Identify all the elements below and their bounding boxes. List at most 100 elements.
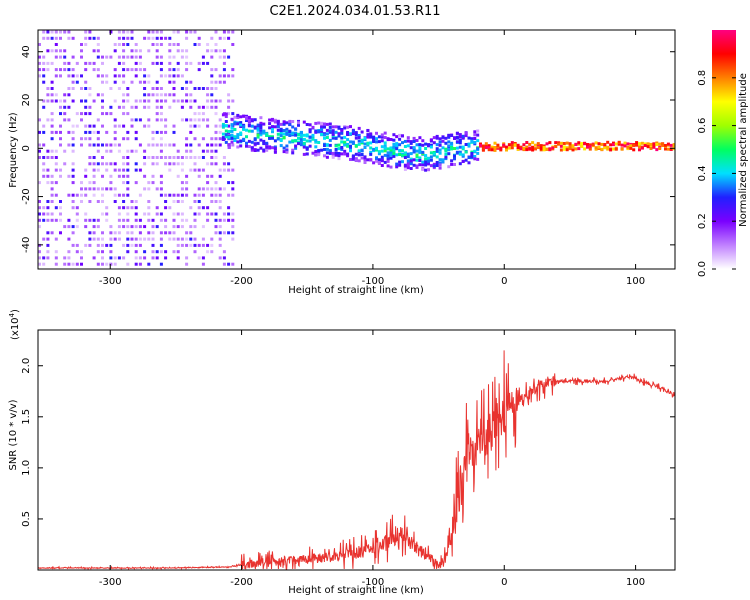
heatmap-cell-748 [185, 137, 189, 141]
x-tick-label: 100 [626, 276, 645, 287]
heatmap-cell-1918 [600, 147, 604, 151]
heatmap-cell-699 [176, 237, 180, 241]
heatmap-cell-1890 [574, 147, 578, 151]
heatmap-cell-1548 [401, 141, 404, 145]
heatmap-cell-1564 [403, 156, 407, 159]
heatmap-cell-610 [159, 237, 163, 241]
heatmap-cell-691 [172, 74, 176, 78]
heatmap-cell-1115 [259, 124, 263, 128]
heatmap-cell-12 [38, 143, 41, 147]
heatmap-cell-681 [172, 193, 176, 197]
heatmap-cell-1391 [349, 149, 352, 153]
heatmap-cell-865 [210, 174, 214, 178]
heatmap-cell-1447 [366, 133, 370, 137]
heatmap-cell-1382 [346, 125, 350, 129]
heatmap-cell-1319 [325, 136, 329, 139]
heatmap-cell-1726 [455, 131, 459, 135]
heatmap-cell-251 [88, 162, 92, 166]
heatmap-cell-993 [221, 132, 225, 136]
heatmap-cell-67 [50, 218, 54, 222]
heatmap-cell-349 [109, 250, 113, 254]
heatmap-cell-16 [38, 68, 41, 72]
heatmap-cell-723 [180, 187, 184, 191]
heatmap-cell-1727 [455, 136, 459, 140]
heatmap-cell-1186 [282, 129, 286, 132]
heatmap-cell-986 [231, 74, 235, 78]
heatmap-cell-1520 [389, 153, 393, 157]
heatmap-cell-262 [88, 36, 92, 40]
heatmap-cell-733 [180, 55, 184, 59]
heatmap-cell-654 [164, 36, 168, 40]
heatmap-cell-1600 [415, 149, 419, 153]
heatmap-cell-866 [210, 162, 214, 166]
heatmap-cell-1367 [340, 146, 344, 149]
heatmap-cell-1285 [314, 130, 318, 134]
heatmap-cell-125 [59, 74, 62, 78]
heatmap-cell-1795 [481, 144, 485, 148]
heatmap-cell-1776 [473, 155, 477, 158]
heatmap-cell-62 [46, 61, 50, 65]
heatmap-cell-1524 [392, 154, 396, 158]
heatmap-cell-1084 [250, 148, 254, 152]
heatmap-cell-622 [159, 130, 163, 134]
heatmap-cell-1176 [279, 134, 283, 138]
heatmap-cell-617 [159, 174, 163, 178]
heatmap-cell-1473 [375, 148, 378, 152]
heatmap-cell-1762 [467, 156, 471, 159]
heatmap-cell-817 [197, 43, 201, 46]
heatmap-cell-181 [71, 137, 75, 141]
heatmap-cell-586 [155, 225, 159, 229]
heatmap-cell-518 [138, 80, 142, 84]
heatmap-cell-78 [50, 124, 54, 128]
heatmap-cell-1348 [334, 125, 338, 129]
heatmap-cell-1841 [525, 141, 529, 144]
heatmap-cell-888 [214, 187, 218, 191]
heatmap-cell-230 [84, 168, 88, 172]
heatmap-cell-455 [126, 99, 130, 103]
heatmap-cell-954 [227, 206, 231, 210]
heatmap-cell-729 [180, 105, 184, 109]
heatmap-cell-472 [130, 105, 134, 109]
heatmap-cell-1648 [432, 136, 436, 140]
heatmap-cell-863 [210, 193, 214, 197]
snr-y-ticks: 0.51.01.52.0 [21, 358, 675, 527]
heatmap-cell-508 [138, 243, 142, 247]
heatmap-cell-0 [38, 262, 41, 266]
heatmap-cell-1179 [282, 122, 286, 126]
heatmap-cell-1681 [441, 158, 445, 162]
heatmap-cell-1718 [453, 157, 456, 161]
heatmap-cell-126 [59, 68, 62, 72]
heatmap-cell-637 [164, 256, 168, 260]
heatmap-cell-74 [50, 156, 54, 159]
heatmap-cell-305 [96, 43, 100, 46]
heatmap-cell-226 [84, 212, 88, 216]
heatmap-cell-568 [151, 231, 155, 235]
heatmap-cell-1741 [461, 159, 465, 163]
heatmap-cell-1489 [380, 155, 384, 159]
heatmap-cell-239 [84, 68, 88, 72]
heatmap-cell-31 [42, 130, 46, 134]
heatmap-cell-522 [138, 49, 142, 53]
heatmap-cell-901 [214, 80, 218, 84]
heatmap-cell-19 [38, 43, 41, 46]
heatmap-cell-438 [126, 237, 130, 241]
heatmap-cell-94 [54, 206, 58, 210]
heatmap-cell-904 [214, 43, 218, 46]
heatmap-cell-535 [143, 99, 147, 103]
heatmap-cell-742 [185, 187, 189, 191]
heatmap-cell-619 [159, 149, 163, 153]
heatmap-cell-253 [88, 143, 92, 147]
heatmap-cell-1384 [346, 144, 350, 148]
heatmap-cell-256 [88, 124, 92, 128]
heatmap-cell-1637 [427, 159, 430, 163]
heatmap-cell-1641 [429, 164, 433, 168]
heatmap-cell-1311 [323, 148, 326, 151]
heatmap-cell-979 [231, 181, 235, 185]
heatmap-cell-1553 [401, 134, 404, 138]
heatmap-cell-1396 [351, 132, 355, 136]
heatmap-cell-529 [143, 174, 147, 178]
heatmap-cell-826 [201, 193, 205, 197]
heatmap-cell-917 [218, 168, 222, 172]
heatmap-cell-943 [222, 74, 226, 78]
heatmap-cell-939 [222, 156, 226, 159]
